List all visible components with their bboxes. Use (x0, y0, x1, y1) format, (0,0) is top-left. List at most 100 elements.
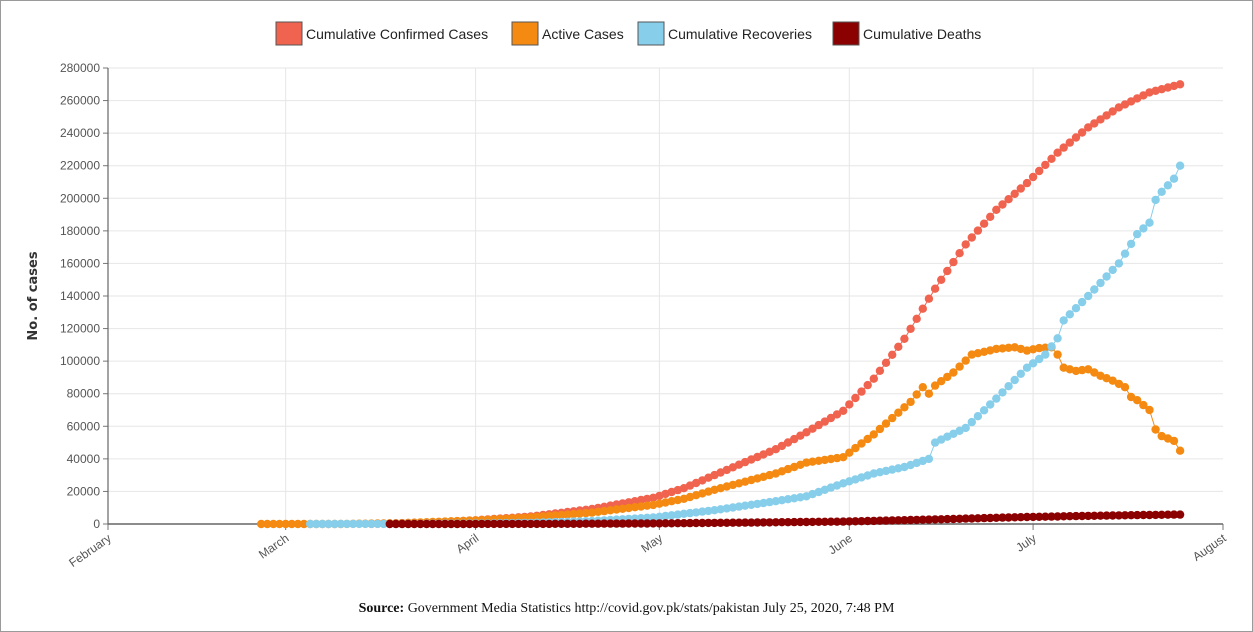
data-point[interactable] (894, 516, 903, 525)
data-point[interactable] (679, 509, 689, 518)
data-point[interactable] (998, 513, 1007, 522)
data-point[interactable] (1035, 166, 1044, 176)
data-point[interactable] (1010, 375, 1019, 385)
data-point[interactable] (930, 284, 940, 293)
data-point[interactable] (1139, 510, 1148, 520)
data-point[interactable] (998, 200, 1007, 209)
data-point[interactable] (1004, 343, 1013, 352)
data-point[interactable] (1059, 512, 1068, 521)
data-point[interactable] (1139, 224, 1148, 233)
data-point[interactable] (655, 512, 664, 521)
data-point[interactable] (263, 519, 272, 529)
data-point[interactable] (606, 506, 615, 515)
data-point[interactable] (906, 397, 915, 407)
data-point[interactable] (832, 453, 842, 463)
data-point[interactable] (826, 413, 836, 423)
data-point[interactable] (1059, 143, 1068, 152)
data-point[interactable] (416, 519, 425, 529)
data-point[interactable] (1071, 366, 1081, 376)
data-point[interactable] (1047, 154, 1056, 163)
data-point[interactable] (949, 257, 958, 267)
data-point[interactable] (808, 457, 817, 466)
data-point[interactable] (832, 410, 842, 419)
data-point[interactable] (551, 519, 560, 528)
data-point[interactable] (875, 366, 885, 375)
data-point[interactable] (1151, 425, 1160, 434)
data-point[interactable] (673, 510, 682, 519)
data-point[interactable] (1133, 229, 1142, 239)
data-point[interactable] (734, 518, 744, 527)
data-point[interactable] (820, 417, 829, 426)
data-point[interactable] (385, 519, 394, 529)
data-point[interactable] (1096, 115, 1105, 124)
data-point[interactable] (1108, 376, 1117, 385)
data-point[interactable] (1065, 512, 1075, 521)
data-point[interactable] (1096, 278, 1105, 288)
data-point[interactable] (593, 507, 603, 516)
data-point[interactable] (1041, 350, 1050, 359)
data-point[interactable] (636, 502, 646, 511)
data-point[interactable] (790, 517, 799, 527)
data-point[interactable] (881, 358, 891, 367)
data-point[interactable] (1108, 265, 1117, 275)
data-point[interactable] (900, 516, 909, 525)
data-point[interactable] (869, 374, 878, 383)
data-point[interactable] (851, 443, 860, 453)
data-point[interactable] (1016, 513, 1025, 522)
data-point[interactable] (569, 509, 578, 519)
data-point[interactable] (783, 438, 793, 447)
data-point[interactable] (1151, 510, 1160, 520)
data-point[interactable] (881, 516, 891, 525)
data-point[interactable] (912, 390, 921, 399)
data-point[interactable] (698, 507, 707, 516)
data-point[interactable] (894, 342, 903, 351)
data-point[interactable] (1077, 365, 1087, 375)
data-point[interactable] (1071, 304, 1081, 313)
data-point[interactable] (986, 513, 995, 523)
data-point[interactable] (826, 517, 836, 526)
data-point[interactable] (465, 519, 474, 529)
data-point[interactable] (661, 511, 670, 521)
data-point[interactable] (649, 513, 658, 522)
data-point[interactable] (973, 226, 983, 235)
data-point[interactable] (459, 519, 468, 529)
data-point[interactable] (1175, 80, 1185, 89)
data-point[interactable] (502, 519, 511, 529)
data-point[interactable] (538, 519, 548, 529)
data-point[interactable] (998, 344, 1007, 353)
data-point[interactable] (581, 508, 591, 518)
data-point[interactable] (949, 368, 958, 377)
data-point[interactable] (851, 393, 860, 403)
data-point[interactable] (1028, 359, 1038, 368)
data-point[interactable] (967, 233, 976, 242)
data-point[interactable] (655, 519, 664, 528)
data-point[interactable] (1120, 249, 1130, 258)
data-point[interactable] (520, 519, 529, 529)
data-point[interactable] (575, 519, 584, 528)
data-point[interactable] (765, 518, 774, 527)
data-point[interactable] (391, 519, 401, 529)
data-point[interactable] (961, 240, 970, 249)
data-point[interactable] (1004, 382, 1013, 391)
data-point[interactable] (1059, 316, 1068, 325)
data-point[interactable] (526, 519, 535, 529)
data-point[interactable] (1077, 128, 1087, 137)
data-point[interactable] (348, 519, 358, 529)
data-point[interactable] (857, 387, 866, 396)
data-point[interactable] (1041, 512, 1050, 521)
data-point[interactable] (1157, 510, 1166, 519)
data-point[interactable] (1077, 511, 1087, 521)
data-point[interactable] (912, 515, 921, 525)
data-point[interactable] (1108, 511, 1117, 520)
data-point[interactable] (1126, 239, 1136, 249)
data-point[interactable] (477, 519, 486, 529)
data-point[interactable] (1090, 119, 1099, 128)
data-point[interactable] (1126, 511, 1136, 520)
data-point[interactable] (404, 519, 413, 529)
data-point[interactable] (1133, 510, 1142, 520)
data-point[interactable] (716, 518, 725, 527)
data-point[interactable] (924, 515, 934, 524)
legend-item[interactable]: Active Cases (511, 21, 624, 46)
data-point[interactable] (986, 212, 995, 221)
data-point[interactable] (943, 514, 952, 524)
